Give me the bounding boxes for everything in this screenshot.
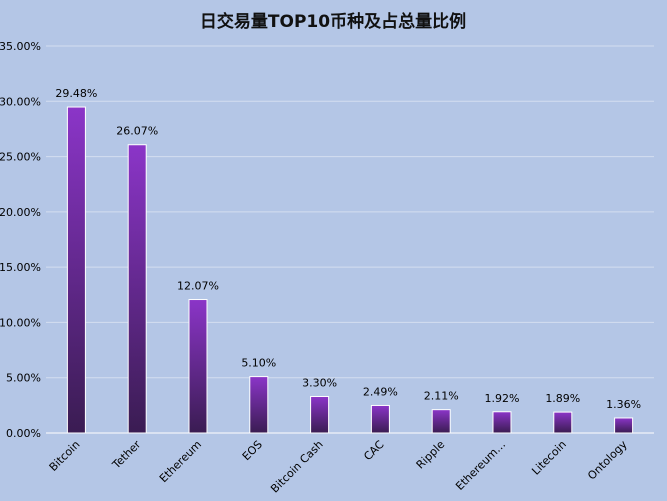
- bar-litecoin: [553, 411, 573, 434]
- data-label: 2.11%: [424, 390, 459, 403]
- bars: [66, 106, 634, 434]
- x-category-label: Ontology: [585, 438, 630, 483]
- x-category-label: Ethereum: [157, 438, 204, 485]
- data-label: 26.07%: [116, 125, 158, 138]
- y-tick-label: 10.00%: [0, 316, 41, 329]
- x-category-label: Tether: [109, 438, 143, 472]
- data-label: 5.10%: [241, 357, 276, 370]
- chart-title: 日交易量TOP10币种及占总量比例: [200, 11, 466, 32]
- y-tick-label: 15.00%: [0, 261, 41, 274]
- bar-eos: [249, 376, 269, 434]
- x-axis-categories: Bitcoin Tether Ethereum EOS Bitcoin Cash CAC R…: [47, 438, 630, 496]
- data-label: 29.48%: [55, 87, 97, 100]
- y-tick-label: 5.00%: [6, 372, 41, 385]
- x-category-label: Bitcoin: [47, 438, 83, 474]
- bar-ripple: [431, 409, 451, 434]
- x-category-label: Bitcoin Cash: [268, 438, 326, 496]
- y-tick-label: 30.00%: [0, 95, 41, 108]
- bar-ethereum: [188, 299, 208, 434]
- x-category-label: EOS: [240, 438, 265, 463]
- bar-bitcoin-cash: [310, 396, 330, 434]
- bar-cac: [370, 404, 390, 434]
- data-label: 1.92%: [485, 392, 520, 405]
- x-category-label: Ethereum…: [453, 438, 508, 493]
- data-label: 1.36%: [606, 398, 641, 411]
- data-labels: 29.48% 26.07% 12.07% 5.10% 3.30% 2.49% 2.11% 1.…: [55, 87, 641, 411]
- data-label: 2.49%: [363, 385, 398, 398]
- bar-ethereum-: [492, 411, 512, 434]
- y-tick-label: 20.00%: [0, 206, 41, 219]
- y-axis-ticks: 0.00% 5.00% 10.00% 15.00% 20.00% 25.00% 30.00%…: [0, 40, 41, 440]
- y-tick-label: 25.00%: [0, 151, 41, 164]
- x-category-label: CAC: [361, 438, 386, 463]
- bar-ontology: [614, 417, 634, 434]
- y-tick-label: 0.00%: [6, 427, 41, 440]
- bar-tether: [127, 144, 147, 434]
- data-label: 12.07%: [177, 280, 219, 293]
- y-tick-label: 35.00%: [0, 40, 41, 53]
- x-category-label: Ripple: [414, 438, 448, 472]
- x-category-label: Litecoin: [529, 438, 569, 478]
- gridlines: [46, 45, 654, 379]
- data-label: 3.30%: [302, 377, 337, 390]
- data-label: 1.89%: [545, 392, 580, 405]
- bar-bitcoin: [66, 106, 86, 434]
